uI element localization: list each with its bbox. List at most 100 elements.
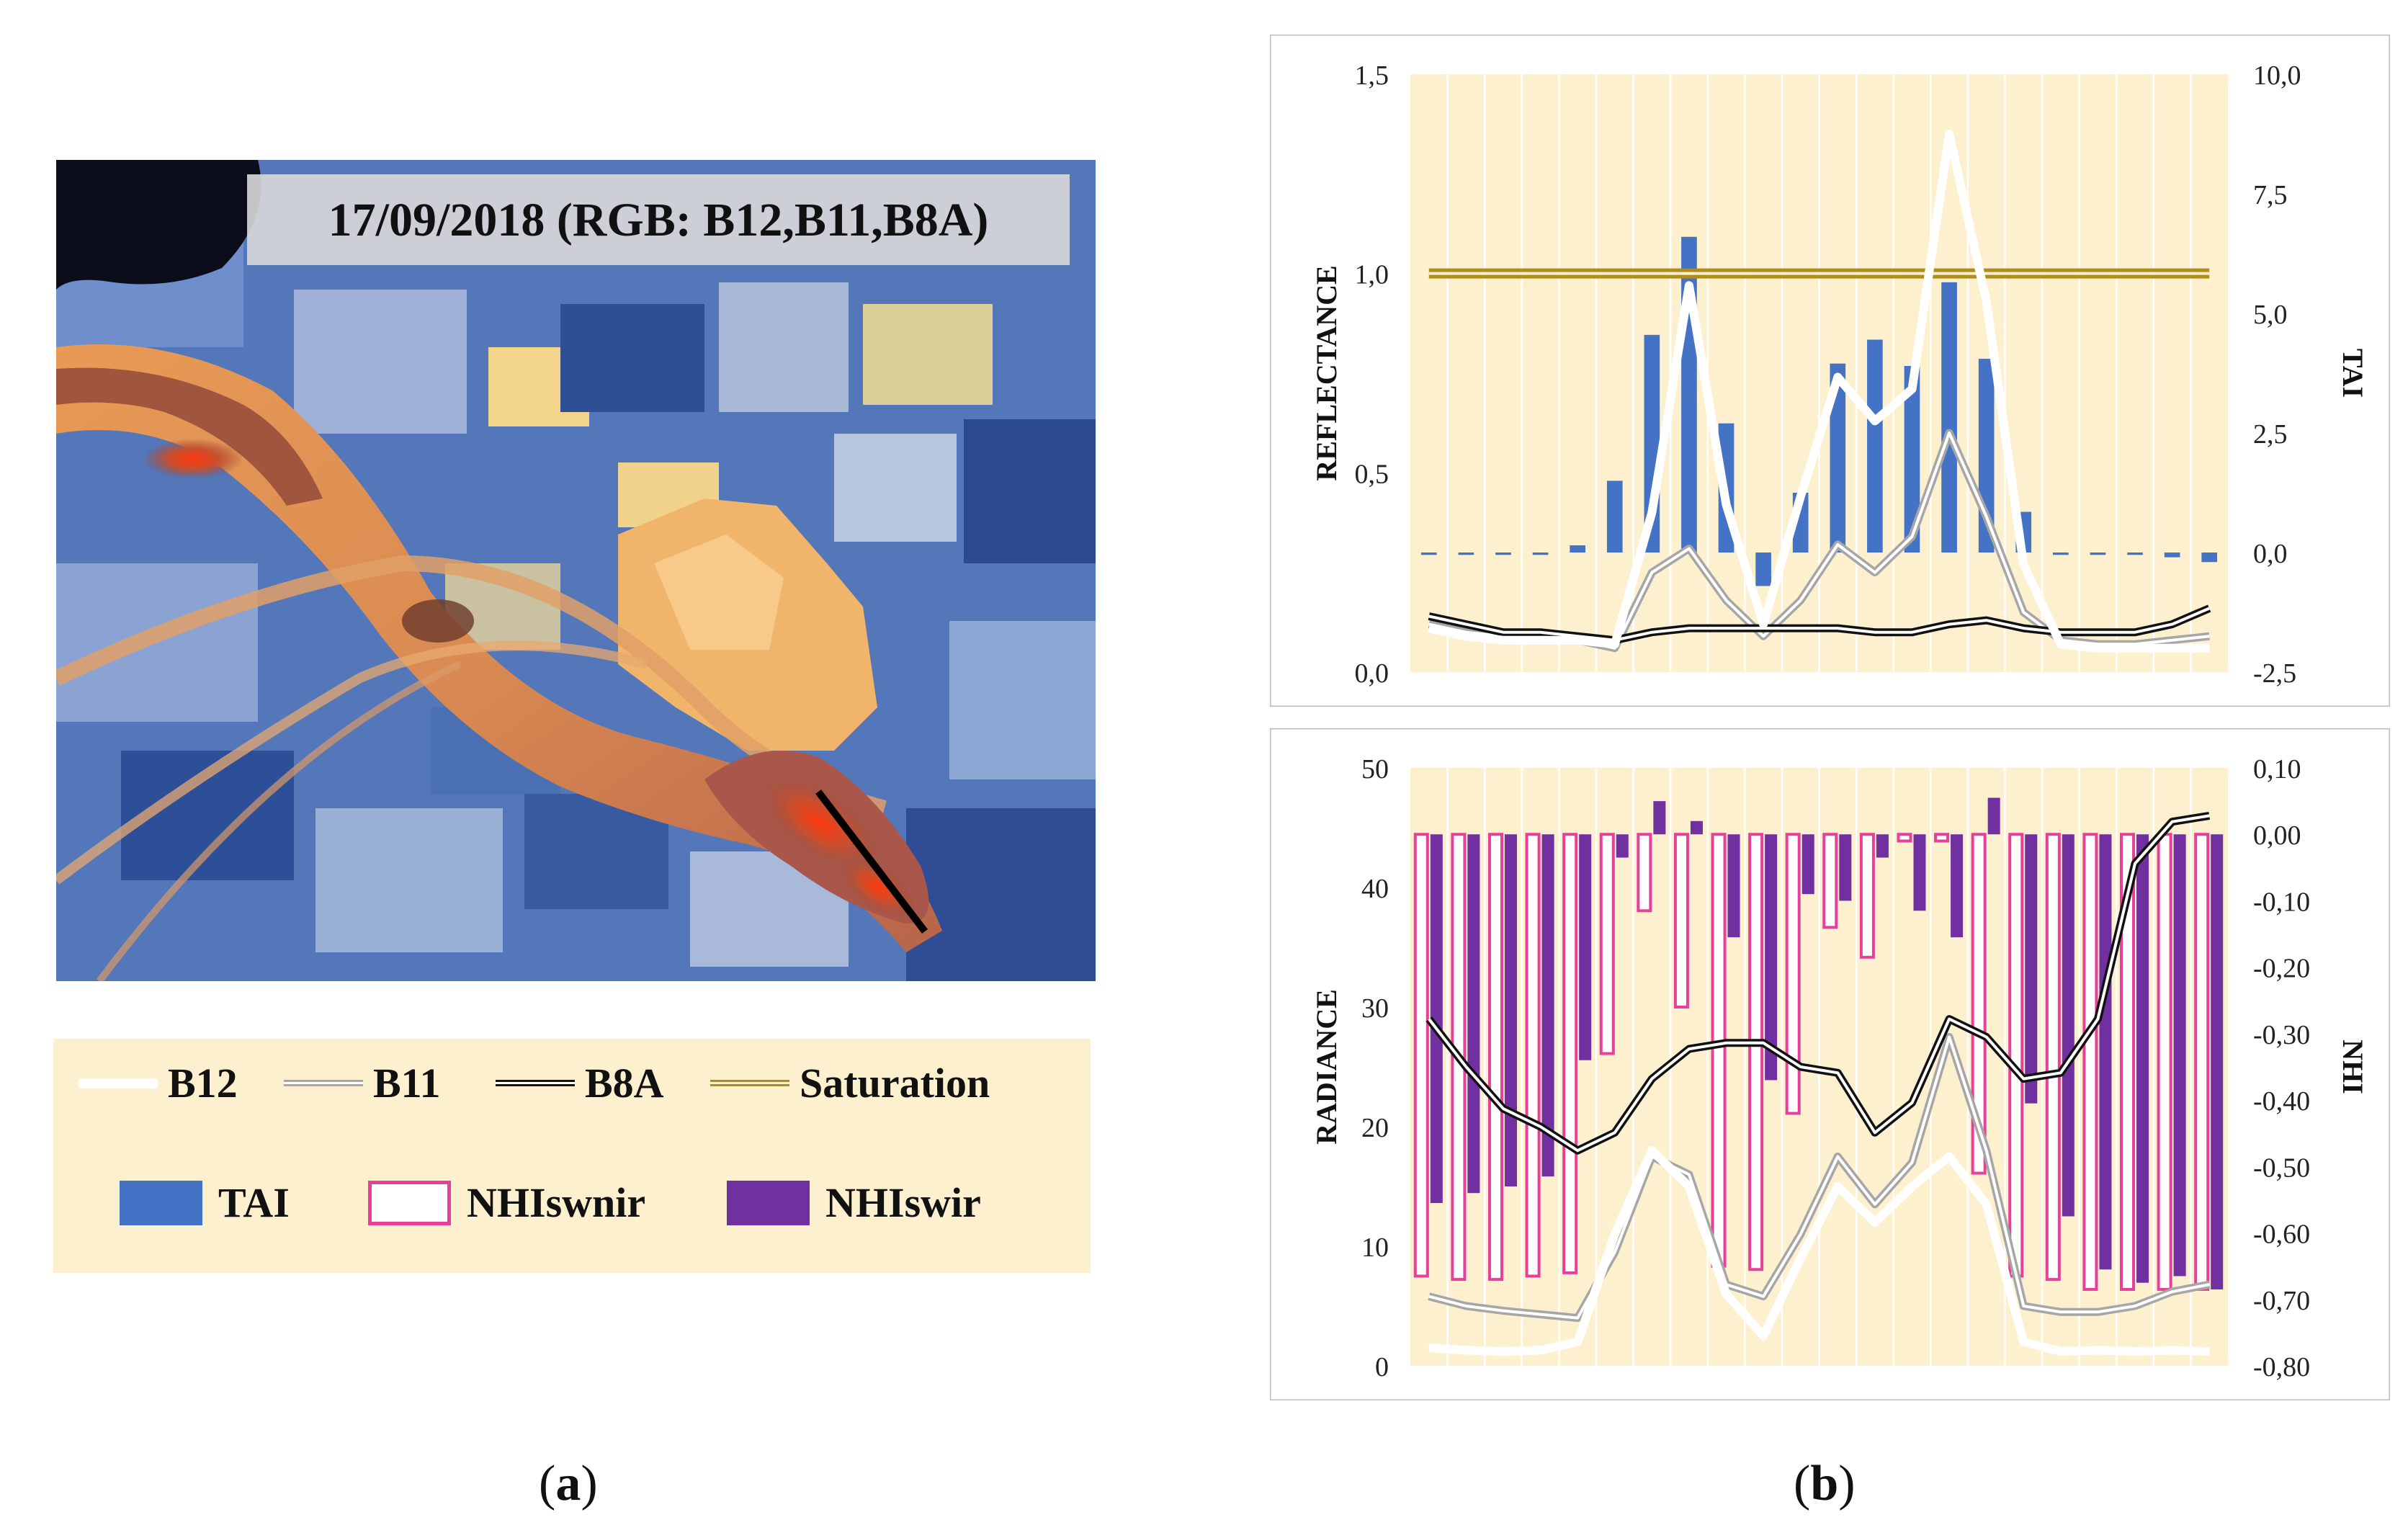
y2-tick-label: 10,0	[2253, 61, 2301, 91]
nhiswnir-bar	[1822, 833, 1838, 929]
reflectance-chart: 0,0 0,5 1,0 1,5 -2,5 0,0 2,5 5,0 7,5 10,0 REFLECTA…	[1270, 35, 2390, 707]
nhiswir-bar	[1653, 801, 1666, 835]
nhiswir-bar	[2025, 834, 2038, 1104]
y-tick-label: 50	[1361, 754, 1389, 784]
tai-bar	[2053, 553, 2069, 555]
nhiswnir-bar	[1562, 833, 1578, 1274]
b12-line	[1428, 1146, 2210, 1356]
nhiswnir-bar	[1413, 833, 1429, 1278]
y-tick-label: 1,5	[1355, 61, 1389, 91]
legend-nhiswir: NHIswir	[727, 1179, 981, 1227]
nhiswir-bar	[2211, 834, 2224, 1289]
nhiswir-bar	[2136, 834, 2149, 1283]
tai-bar	[1495, 553, 1511, 555]
y2-axis-title: NHI	[2337, 1039, 2369, 1094]
b8a-line-inner	[1428, 607, 2210, 642]
nhiswir-bar	[1876, 834, 1889, 858]
nhiswnir-bar	[1673, 833, 1689, 1009]
nhiswir-bar	[1690, 820, 1703, 835]
b8a-line-icon	[496, 1080, 575, 1086]
nhiswir-bar	[1839, 834, 1852, 901]
nhiswir-bar	[1579, 834, 1592, 1060]
tai-bar	[1420, 553, 1437, 555]
y2-tick-label: -0,50	[2253, 1153, 2310, 1183]
b12-line	[1428, 130, 2210, 653]
nhiswnir-swatch-icon	[368, 1180, 451, 1225]
tai-bar	[2127, 553, 2143, 555]
y2-tick-label: -0,80	[2253, 1352, 2310, 1382]
b12-line-icon	[79, 1078, 158, 1088]
nhiswir-bar	[2099, 834, 2112, 1270]
y-axis-title: RADIANCE	[1310, 989, 1343, 1145]
y-tick-label: 10	[1361, 1233, 1389, 1263]
y2-tick-label: -0,70	[2253, 1286, 2310, 1316]
satellite-image: 17/09/2018 (RGB: B12,B11,B8A)	[56, 160, 1096, 981]
y2-tick-label: -0,10	[2253, 887, 2310, 917]
tai-bar	[1904, 366, 1920, 553]
nhiswir-bar	[1951, 834, 1964, 938]
nhiswnir-bar	[1785, 833, 1801, 1115]
nhiswnir-bar	[1859, 833, 1875, 959]
y-tick-label: 40	[1361, 874, 1389, 904]
nhiswir-bar	[1467, 834, 1480, 1194]
nhiswir-bar	[1801, 834, 1814, 895]
legend-b11: B11	[284, 1059, 441, 1107]
nhiswir-bar	[1616, 834, 1629, 858]
lake	[56, 160, 261, 290]
nhiswir-bar	[2062, 834, 2074, 1217]
nhiswnir-bar	[1525, 833, 1541, 1278]
legend-saturation: Saturation	[710, 1059, 990, 1107]
y-tick-label: 20	[1361, 1113, 1389, 1143]
y2-tick-label: 2,5	[2253, 419, 2288, 450]
y-axis-title: REFLECTANCE	[1310, 265, 1343, 480]
nhiswnir-bar	[1748, 833, 1764, 1271]
nhiswnir-bar	[2194, 833, 2210, 1291]
nhiswir-bar	[1541, 834, 1554, 1177]
tai-bar	[1941, 282, 1957, 553]
y2-tick-label: -0,20	[2253, 954, 2310, 984]
tai-bar	[1458, 553, 1474, 555]
y2-tick-label: 5,0	[2253, 300, 2288, 330]
nhiswir-bar	[1987, 797, 2000, 835]
tai-bar	[1755, 553, 1771, 586]
y2-tick-label: -2,5	[2253, 658, 2296, 689]
tai-bar	[1867, 339, 1883, 553]
tai-bar	[1570, 545, 1585, 553]
y-tick-label: 30	[1361, 993, 1389, 1024]
nhiswnir-bar	[1711, 833, 1727, 1268]
tai-bar	[1606, 480, 1623, 553]
tai-swatch-icon	[120, 1180, 202, 1225]
legend-nhiswnir: NHIswnir	[368, 1179, 645, 1227]
y2-tick-label: 0,00	[2253, 820, 2301, 851]
legend-b8a: B8A	[496, 1059, 664, 1107]
nhiswir-bar	[1765, 834, 1778, 1081]
nhiswir-bar	[2173, 834, 2186, 1276]
legend: B12 B11 B8A Saturation TAI NHIswnir NHIs…	[53, 1039, 1091, 1273]
tai-bar	[2164, 553, 2180, 558]
nhiswir-bar	[1913, 834, 1926, 911]
nhiswnir-bar	[1934, 833, 1950, 843]
nhiswnir-bar	[1897, 833, 1912, 843]
nhiswnir-bar	[2157, 833, 2172, 1291]
y-tick-label: 0,5	[1355, 459, 1389, 489]
tai-bar	[2090, 553, 2106, 555]
b8a-line-inner	[1428, 814, 2210, 1153]
nhiswnir-bar	[2045, 833, 2061, 1282]
radiance-chart: 0 10 20 30 40 50 -0,80 -0,70 -0,60 -0,50 -0,40 -0,3…	[1270, 728, 2390, 1400]
y-tick-label: 0,0	[1355, 658, 1389, 689]
b11-line-inner	[1428, 1035, 2210, 1320]
y2-tick-label: 7,5	[2253, 180, 2288, 210]
panel-label-b: (b)	[1794, 1456, 1856, 1511]
y2-tick-label: -0,30	[2253, 1020, 2310, 1050]
nhiswir-bar	[1727, 834, 1740, 938]
nhiswnir-bar	[2119, 833, 2136, 1291]
image-caption: 17/09/2018 (RGB: B12,B11,B8A)	[328, 194, 989, 246]
y2-tick-label: 0,0	[2253, 539, 2288, 569]
tai-bar	[1830, 363, 1846, 553]
nhiswnir-bar	[1599, 833, 1615, 1055]
nhiswir-swatch-icon	[727, 1180, 810, 1225]
y2-tick-label: -0,40	[2253, 1086, 2310, 1117]
nhiswir-bar	[1504, 834, 1518, 1186]
nhiswnir-bar	[2008, 833, 2024, 1278]
transect-line	[815, 789, 928, 934]
